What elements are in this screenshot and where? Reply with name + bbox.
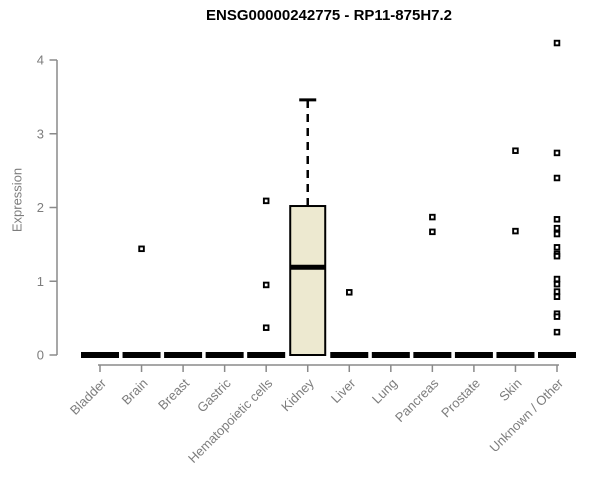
outlier-point	[429, 213, 436, 221]
flat-box	[330, 352, 369, 358]
category-label: Lung	[369, 376, 400, 407]
category-label: Pancreas	[392, 375, 442, 425]
flat-box	[122, 352, 161, 358]
outlier-point	[553, 313, 561, 320]
flat-box	[247, 352, 286, 358]
outlier-point	[512, 227, 519, 235]
outlier-point	[553, 252, 561, 260]
y-tick-label: 3	[37, 126, 44, 141]
outlier-point	[429, 228, 436, 236]
category-label: Brain	[119, 376, 151, 408]
category-label: Gastric	[194, 375, 234, 415]
outlier-point	[553, 216, 561, 223]
outlier-point	[512, 147, 519, 154]
outlier-point	[553, 293, 561, 300]
category-label: Bladder	[67, 375, 110, 418]
outlier-point	[262, 197, 270, 205]
category-label: Breast	[155, 375, 192, 412]
flat-box	[164, 352, 203, 358]
outlier-point	[553, 174, 561, 182]
category-label: Skin	[496, 376, 524, 404]
category-label: Unknown / Other	[487, 375, 567, 455]
outlier-point	[138, 245, 145, 253]
flat-box	[496, 352, 535, 358]
chart-title: ENSG00000242775 - RP11-875H7.2	[205, 7, 453, 24]
flat-box	[538, 352, 576, 358]
outlier-point	[262, 281, 270, 289]
flat-box	[371, 352, 410, 358]
flat-box	[413, 352, 452, 358]
flat-box	[454, 352, 493, 358]
y-tick-label: 1	[37, 274, 44, 289]
flat-box	[205, 352, 244, 358]
outlier-point	[553, 149, 561, 157]
outlier-point	[553, 328, 561, 336]
outlier-point	[553, 244, 561, 251]
flat-box	[81, 352, 119, 358]
outlier-point	[262, 324, 270, 331]
outlier-point	[553, 230, 561, 238]
y-tick-label: 2	[37, 200, 44, 215]
y-tick-label: 0	[37, 348, 44, 363]
category-label: Kidney	[278, 375, 317, 414]
outlier-point	[553, 224, 561, 232]
outlier-point	[553, 280, 561, 288]
outlier-point	[346, 289, 353, 296]
y-tick-label: 4	[37, 53, 44, 68]
iqr-box	[289, 205, 327, 356]
category-label: Liver	[328, 375, 359, 406]
category-label: Prostate	[438, 376, 483, 421]
outlier-point	[553, 288, 561, 295]
outlier-point	[553, 275, 561, 283]
outlier-point	[553, 39, 561, 47]
